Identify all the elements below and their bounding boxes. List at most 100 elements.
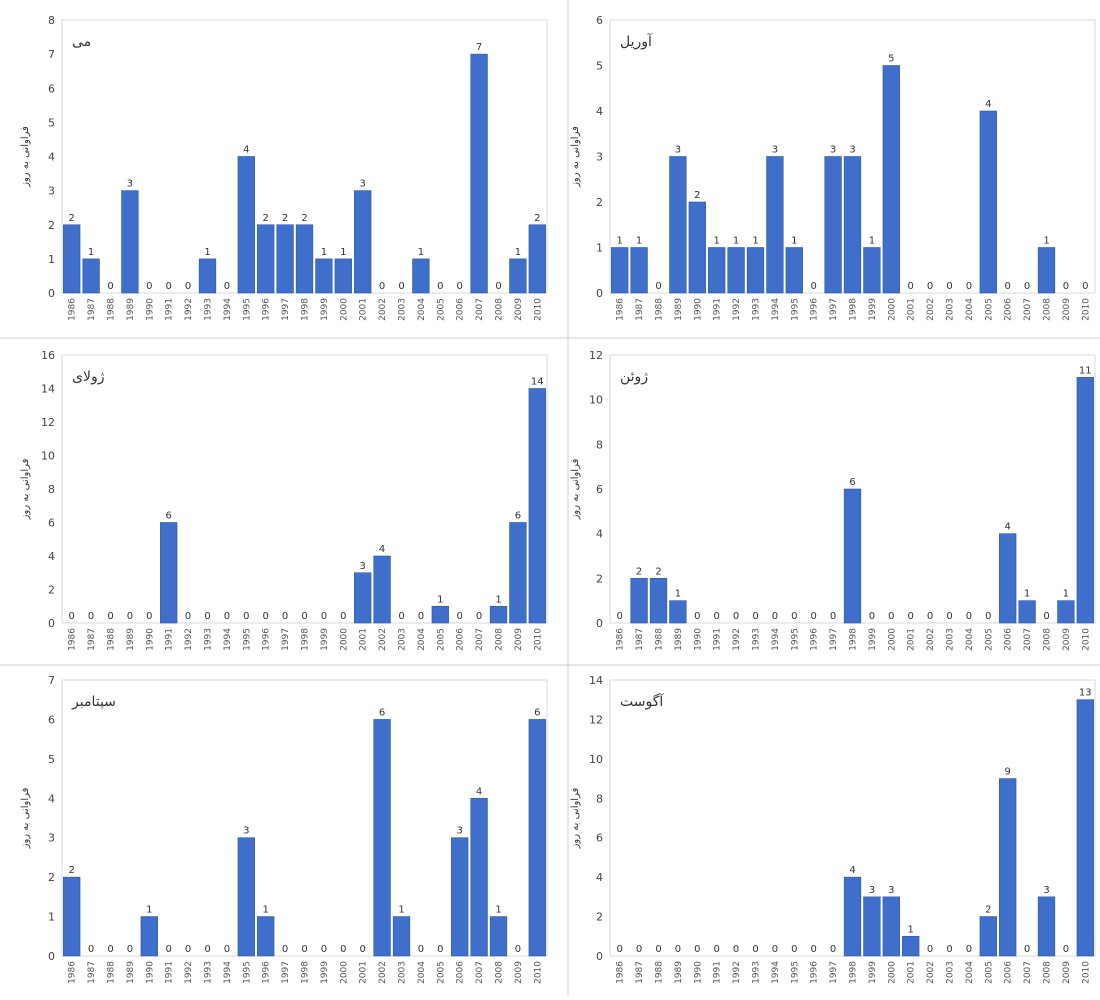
data-label: 6 [379,707,385,718]
bar [1057,600,1075,624]
x-tick-label: 2004 [417,628,427,651]
data-label: 3 [457,826,463,837]
y-tick-label: 0 [596,950,603,963]
bar [470,797,488,957]
data-label: 0 [127,611,133,622]
x-tick-label: 2005 [984,298,994,321]
y-tick-label: 2 [48,871,55,884]
x-tick-label: 2008 [1043,961,1053,984]
bar [688,201,706,294]
x-tick-label: 2005 [984,628,994,651]
y-tick-label: 12 [589,713,603,726]
bar [63,224,81,294]
x-tick-label: 2005 [436,961,446,984]
x-tick-label: 1990 [145,628,155,651]
data-label: 1 [398,905,404,916]
data-label: 2 [534,213,540,224]
x-tick-label: 1998 [849,298,859,321]
data-label: 2 [655,566,661,577]
data-label: 0 [966,281,972,292]
x-tick-label: 1987 [635,961,645,984]
bar [746,247,765,294]
data-label: 1 [204,247,210,258]
bar [354,572,372,624]
bar [237,156,255,294]
data-label: 3 [243,826,249,837]
data-label: 1 [1063,589,1069,600]
data-label: 0 [282,611,288,622]
y-axis-label: فراوانی به روز [570,787,581,849]
bar [276,224,294,294]
x-tick-label: 2010 [1081,961,1091,984]
y-tick-label: 2 [596,911,603,924]
x-tick-label: 1999 [868,298,878,321]
bar [902,935,920,957]
data-label: 0 [714,611,720,622]
x-tick-label: 1996 [262,628,272,651]
data-label: 3 [360,561,366,572]
x-tick-label: 1992 [732,298,742,321]
data-label: 1 [321,247,327,258]
x-tick-label: 2002 [378,298,388,321]
bar [630,247,648,294]
bar [843,156,862,294]
x-tick-label: 1995 [790,298,800,321]
panel-title: سپتامبر [71,694,116,710]
x-tick-label: 1996 [262,961,272,984]
x-tick-label: 2008 [495,628,505,651]
data-label: 0 [908,281,914,292]
x-tick-label: 1986 [68,298,78,321]
data-label: 0 [360,944,366,955]
x-tick-label: 2010 [533,961,543,984]
panel-title: آوریل [620,33,653,50]
data-label: 1 [88,247,94,258]
x-tick-label: 2010 [1081,628,1091,651]
bar [999,778,1017,957]
x-tick-label: 1994 [223,961,233,984]
x-tick-label: 1993 [752,298,762,321]
data-label: 0 [1024,281,1030,292]
y-tick-label: 1 [596,242,603,255]
x-tick-label: 2001 [907,298,917,321]
bar [489,605,508,624]
data-label: 0 [224,611,230,622]
data-label: 0 [185,611,191,622]
data-label: 6 [166,511,172,522]
bar [1076,377,1094,624]
data-label: 0 [966,611,972,622]
x-tick-label: 2004 [417,961,427,984]
x-tick-label: 2006 [456,628,466,651]
y-tick-label: 8 [596,438,603,451]
x-tick-label: 1990 [145,961,155,984]
data-label: 1 [675,589,681,600]
bar [528,719,546,957]
x-tick-label: 1986 [616,628,626,651]
x-tick-label: 2006 [1004,298,1014,321]
data-label: 0 [1005,281,1011,292]
x-tick-label: 1998 [849,628,859,651]
x-tick-label: 1989 [126,298,136,321]
data-label: 0 [830,611,836,622]
bar [708,247,726,294]
plot-area [61,354,548,624]
y-tick-label: 6 [596,832,603,845]
data-label: 2 [263,213,269,224]
x-tick-label: 1986 [68,961,78,984]
y-tick-label: 0 [596,287,603,300]
data-label: 2 [69,865,75,876]
x-tick-label: 1988 [655,298,665,321]
plot-area [61,679,548,957]
x-tick-label: 2007 [1023,298,1033,321]
data-label: 0 [946,944,952,955]
x-tick-label: 1986 [616,298,626,321]
data-label: 0 [966,944,972,955]
x-tick-label: 1991 [713,628,723,651]
x-tick-label: 2002 [926,298,936,321]
data-label: 0 [791,611,797,622]
y-tick-label: 6 [596,483,603,496]
x-tick-label: 1992 [184,298,194,321]
data-label: 0 [791,944,797,955]
bar [630,578,648,624]
x-tick-label: 1998 [301,961,311,984]
y-tick-label: 6 [596,14,603,27]
